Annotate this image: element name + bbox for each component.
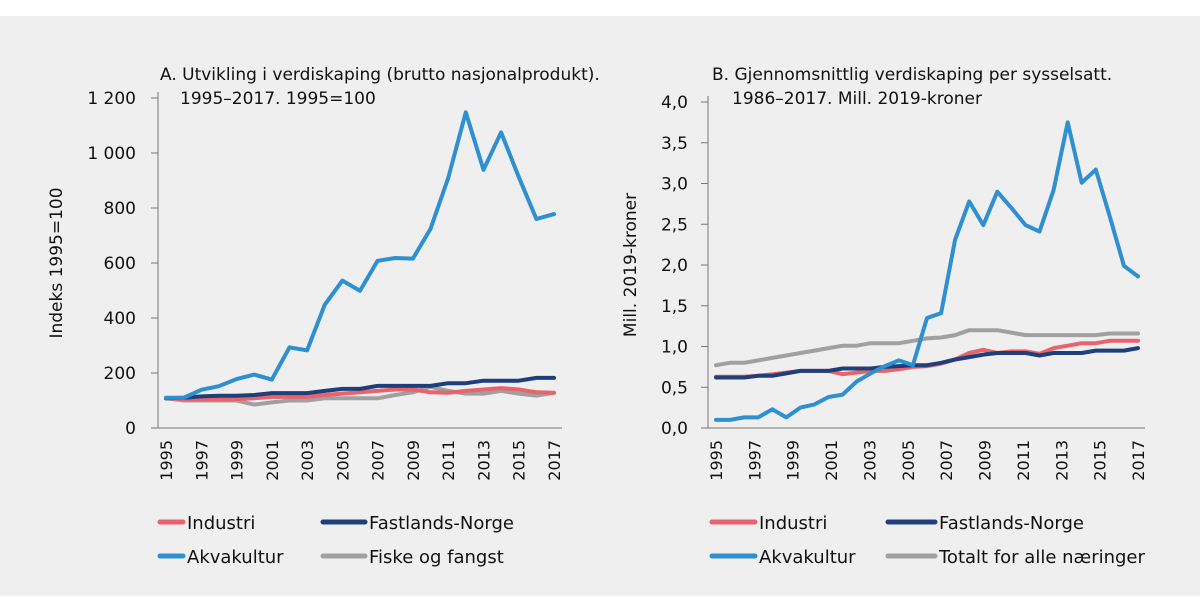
y-tick-label: 200 (104, 364, 136, 384)
x-tick-label: 2007 (937, 440, 956, 481)
y-tick-label: 3,0 (661, 175, 688, 195)
chart-title-line: 1986–2017. Mill. 2019-kroner (732, 89, 982, 109)
chart-title-line: B. Gjennomsnittlig verdiskaping per syss… (712, 65, 1112, 85)
x-tick-label: 1995 (707, 440, 726, 481)
y-tick-label: 3,5 (661, 134, 688, 154)
x-tick-label: 1995 (157, 440, 176, 481)
x-tick-label: 2003 (298, 440, 317, 481)
legend-label: Akvakultur (759, 547, 856, 568)
x-tick-label: 2009 (976, 440, 995, 481)
x-tick-label: 1999 (228, 440, 247, 481)
y-tick-label: 400 (104, 309, 136, 329)
y-tick-label: 600 (104, 254, 136, 274)
x-tick-label: 2009 (404, 440, 423, 481)
legend-label: Fastlands-Norge (369, 513, 514, 534)
chart-a: A. Utvikling i verdiskaping (brutto nasj… (47, 65, 600, 568)
y-tick-label: 1 000 (87, 144, 136, 164)
series-line-fastlands-norge (164, 375, 556, 401)
x-tick-label: 2001 (822, 440, 841, 481)
x-tick-label: 2017 (545, 440, 564, 481)
chart-title-line: 1995–2017. 1995=100 (180, 89, 376, 109)
y-tick-label: 0,0 (661, 419, 688, 439)
x-tick-label: 2017 (1129, 440, 1148, 481)
y-tick-label: 4,0 (661, 93, 688, 113)
x-tick-label: 2015 (1091, 440, 1110, 481)
series-line-akvakultur (164, 110, 556, 400)
x-tick-label: 1999 (784, 440, 803, 481)
x-tick-label: 2001 (263, 440, 282, 481)
y-tick-label: 2,5 (661, 215, 688, 235)
y-tick-label: 2,0 (661, 256, 688, 276)
y-tick-label: 1 200 (87, 89, 136, 109)
legend-label: Industri (759, 513, 827, 534)
x-tick-label: 2013 (1052, 440, 1071, 481)
legend-label: Akvakultur (187, 547, 284, 568)
x-tick-label: 2011 (439, 440, 458, 481)
figure-background (0, 16, 1200, 596)
x-tick-label: 1997 (745, 440, 764, 481)
x-tick-label: 2013 (474, 440, 493, 481)
chart-b: B. Gjennomsnittlig verdiskaping per syss… (621, 65, 1148, 568)
series-line-industri (714, 338, 1140, 379)
x-tick-label: 2007 (369, 440, 388, 481)
legend-label: Totalt for alle næringer (938, 547, 1146, 568)
y-tick-label: 0 (125, 419, 136, 439)
x-tick-label: 2011 (1014, 440, 1033, 481)
x-tick-label: 1997 (192, 440, 211, 481)
y-tick-label: 1,5 (661, 297, 688, 317)
series-line-fastlands-norge (714, 346, 1140, 380)
y-axis-label: Indeks 1995=100 (47, 187, 67, 338)
legend-label: Industri (187, 513, 255, 534)
x-tick-label: 2015 (510, 440, 529, 481)
y-tick-label: 1,0 (661, 338, 688, 358)
y-tick-label: 800 (104, 199, 136, 219)
x-tick-label: 2005 (333, 440, 352, 481)
legend-label: Fastlands-Norge (939, 513, 1084, 534)
x-tick-label: 2003 (860, 440, 879, 481)
y-axis-label: Mill. 2019-kroner (621, 193, 641, 337)
legend-label: Fiske og fangst (369, 547, 504, 568)
series-line-industri (164, 386, 556, 402)
series-line-totalt-for-alle-n-ringer (714, 328, 1140, 368)
x-tick-label: 2005 (899, 440, 918, 481)
chart-title-line: A. Utvikling i verdiskaping (brutto nasj… (160, 65, 600, 85)
series-line-akvakultur (714, 120, 1140, 422)
y-tick-label: 0,5 (661, 378, 688, 398)
